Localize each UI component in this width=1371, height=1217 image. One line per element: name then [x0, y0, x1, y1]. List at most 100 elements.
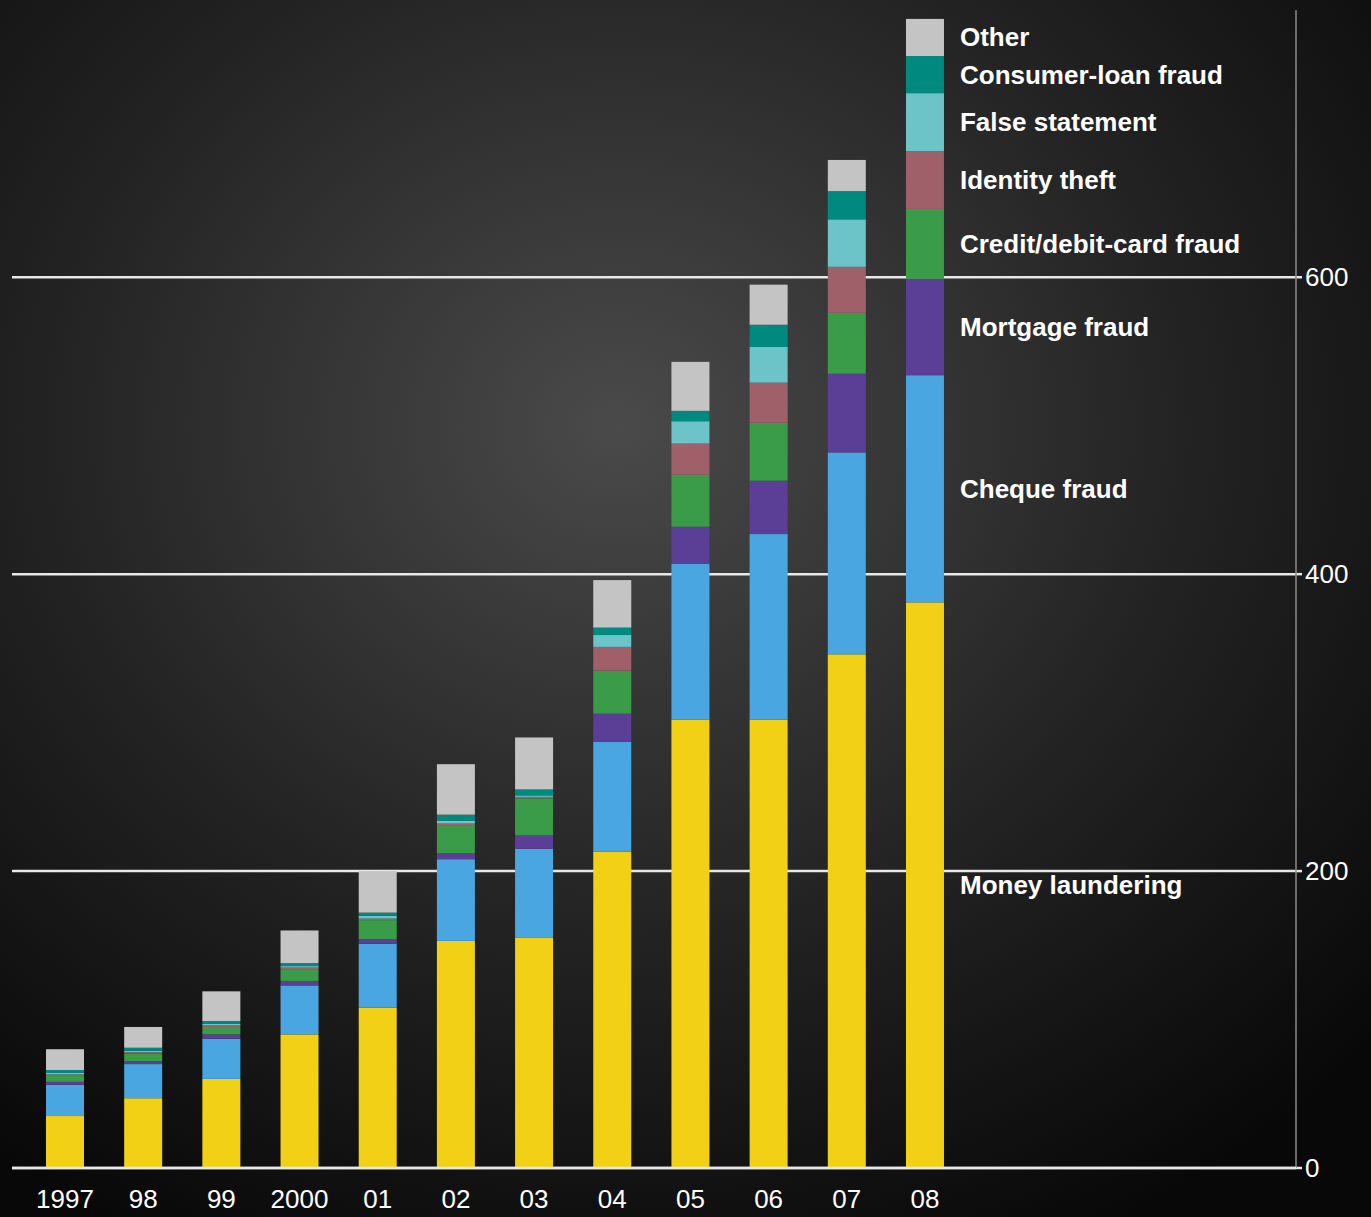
series-4: [46, 151, 944, 1076]
bar-segment: [593, 742, 631, 852]
bar-segment: [750, 325, 788, 347]
legend-label: Other: [960, 22, 1029, 52]
bar-segment: [202, 1079, 240, 1168]
tick-mark: [1296, 276, 1302, 279]
bar-segment: [515, 789, 553, 795]
bar-segment: [202, 1025, 240, 1026]
bar-segment: [437, 941, 475, 1168]
bar-segment: [906, 56, 944, 93]
bar-segment: [437, 764, 475, 814]
bar-segment: [828, 452, 866, 654]
bar-segment: [46, 1082, 84, 1085]
bar-segment: [359, 916, 397, 919]
legend-label: Mortgage fraud: [960, 312, 1149, 342]
bar-segment: [202, 991, 240, 1021]
bar-segment: [515, 797, 553, 798]
bar-segment: [281, 966, 319, 967]
bar-segment: [906, 93, 944, 151]
y-tick-label: 200: [1305, 856, 1348, 886]
bar-segment: [124, 1098, 162, 1168]
grid-line: [12, 276, 1296, 279]
bar-segment: [671, 444, 709, 475]
bar-segment: [515, 835, 553, 848]
bar-segment: [359, 871, 397, 913]
x-tick-label: 01: [363, 1184, 392, 1214]
bar-segment: [828, 219, 866, 267]
x-tick-label: 2000: [271, 1184, 329, 1214]
bar-segment: [281, 963, 319, 966]
bar-segment: [671, 527, 709, 564]
x-tick-label: 06: [754, 1184, 783, 1214]
series-0: [46, 602, 944, 1168]
bar-segment: [46, 1049, 84, 1070]
x-tick-label: 03: [520, 1184, 549, 1214]
bar-segment: [437, 821, 475, 824]
y-tick-label: 400: [1305, 559, 1348, 589]
bar-segment: [359, 1008, 397, 1168]
bar-segment: [593, 635, 631, 647]
bar-segment: [359, 944, 397, 1008]
x-tick-label: 07: [832, 1184, 861, 1214]
bar-segment: [906, 279, 944, 376]
legend-label: Credit/debit-card fraud: [960, 229, 1240, 259]
series-7: [46, 19, 944, 1070]
bar-segment: [124, 1052, 162, 1053]
bar-segment: [202, 1024, 240, 1025]
bar-segment: [281, 930, 319, 963]
x-tick-label: 08: [911, 1184, 940, 1214]
bar-segment: [359, 939, 397, 943]
series-5: [46, 93, 944, 1074]
x-tick-label: 04: [598, 1184, 627, 1214]
bar-segment: [906, 151, 944, 209]
bar-segment: [437, 815, 475, 821]
bar-segment: [906, 602, 944, 1168]
bar-segment: [750, 534, 788, 720]
bar-segment: [202, 1039, 240, 1079]
bar-segment: [906, 209, 944, 279]
bar-segment: [46, 1070, 84, 1073]
legend-label: Cheque fraud: [960, 474, 1128, 504]
bar-segment: [46, 1085, 84, 1116]
y-tick-label: 600: [1305, 262, 1348, 292]
bar-segment: [593, 628, 631, 635]
background: [0, 0, 1371, 1217]
bar-segment: [124, 1054, 162, 1061]
bar-segment: [828, 191, 866, 219]
bar-segment: [124, 1027, 162, 1048]
y-tick-label: 0: [1305, 1153, 1319, 1183]
bar-segment: [828, 313, 866, 374]
bar-segment: [593, 671, 631, 714]
bar-segment: [437, 825, 475, 853]
bar-segment: [750, 383, 788, 423]
bar-segment: [671, 720, 709, 1168]
bar-segment: [281, 968, 319, 969]
x-axis: 1997989920000102030405060708: [36, 1184, 939, 1214]
bar-segment: [750, 423, 788, 481]
bar-segment: [281, 969, 319, 981]
bar-segment: [437, 853, 475, 859]
bar-segment: [202, 1021, 240, 1024]
bar-segment: [828, 654, 866, 1168]
bar-segment: [515, 938, 553, 1168]
x-tick-label: 99: [207, 1184, 236, 1214]
bar-segment: [359, 920, 397, 939]
chart: 02004006001997989920000102030405060708Mo…: [0, 0, 1371, 1217]
bar-segment: [750, 347, 788, 383]
series-2: [46, 279, 944, 1085]
bar-segment: [202, 1027, 240, 1034]
bar-segment: [828, 374, 866, 453]
legend: Money launderingCheque fraudMortgage fra…: [960, 22, 1240, 900]
bar-segment: [515, 798, 553, 835]
grid-line: [12, 573, 1296, 576]
bar-segment: [750, 720, 788, 1168]
bar-segment: [437, 859, 475, 941]
bar-segment: [750, 481, 788, 534]
bar-segment: [671, 411, 709, 421]
bar-segment: [671, 362, 709, 411]
bar-segment: [593, 647, 631, 671]
grid-line: [12, 1167, 1296, 1170]
series-3: [46, 209, 944, 1082]
bar-segment: [750, 285, 788, 325]
bar-segment: [359, 913, 397, 916]
bar-segment: [46, 1076, 84, 1082]
